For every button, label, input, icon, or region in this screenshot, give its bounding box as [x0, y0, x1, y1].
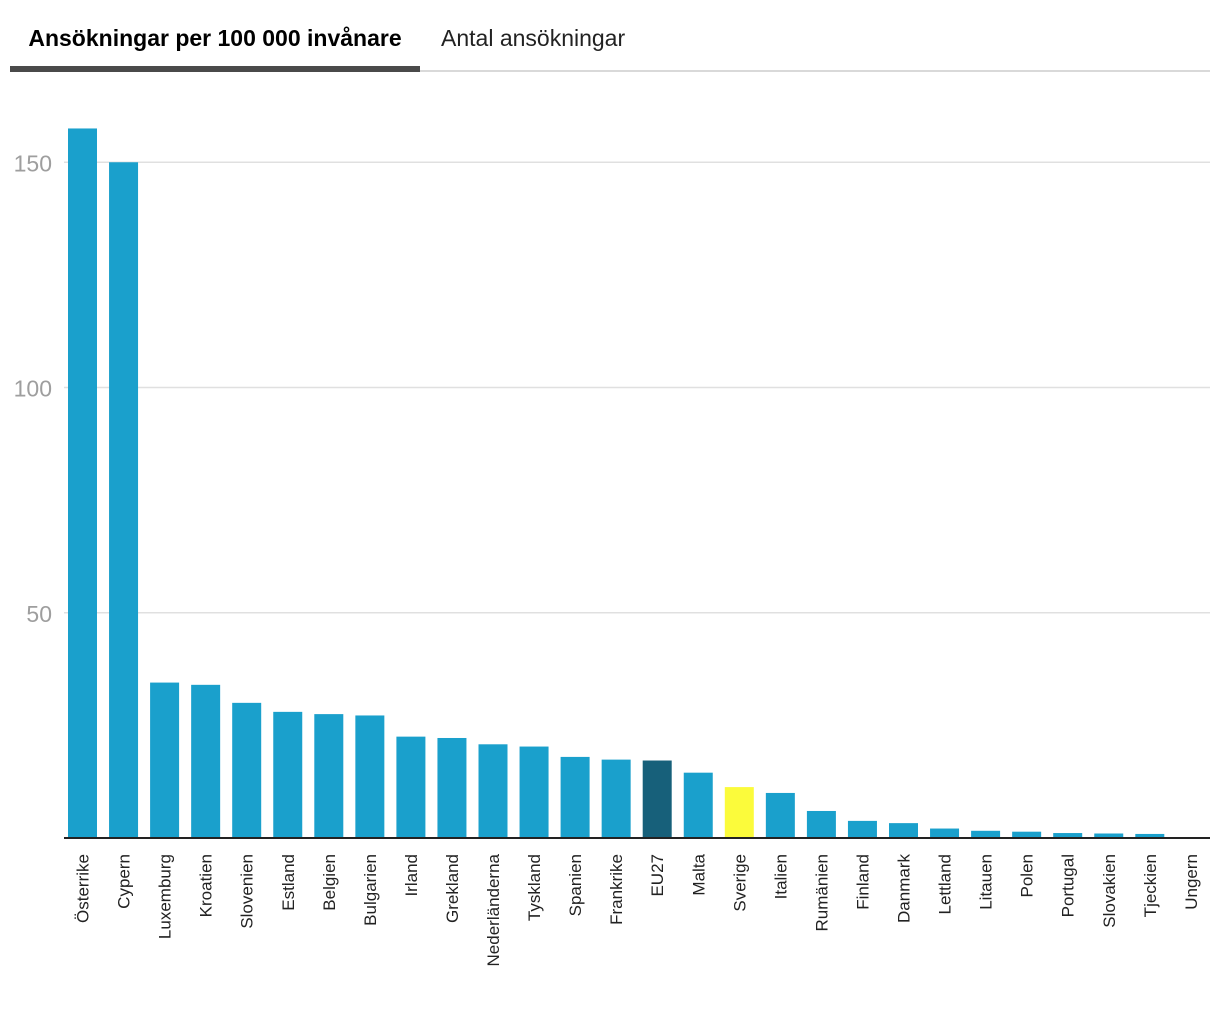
- x-tick-label: Cypern: [115, 854, 134, 909]
- y-tick-label: 50: [26, 601, 52, 627]
- x-tick-label: Lettland: [936, 854, 955, 915]
- bar-nederländerna[interactable]: [478, 744, 508, 838]
- x-tick-label: Polen: [1018, 854, 1037, 897]
- bar-belgien[interactable]: [314, 714, 344, 838]
- y-axis-ticks: 50 100 150: [14, 150, 52, 627]
- bar-slovakien[interactable]: [1094, 833, 1124, 838]
- bar-lettland[interactable]: [930, 828, 960, 838]
- y-tick-label: 150: [14, 150, 52, 176]
- bar-bulgarien[interactable]: [355, 715, 385, 838]
- bar-rumänien[interactable]: [806, 810, 836, 838]
- bar-sverige[interactable]: [724, 787, 754, 838]
- x-tick-label: EU27: [648, 854, 667, 897]
- x-tick-label: Ungern: [1182, 854, 1201, 910]
- x-tick-label: Bulgarien: [361, 854, 380, 926]
- bar-slovenien[interactable]: [232, 702, 262, 838]
- x-tick-label: Grekland: [443, 854, 462, 923]
- tab-bar: Ansökningar per 100 000 invånare Antal a…: [10, 0, 1210, 72]
- x-tick-label: Tyskland: [525, 854, 544, 921]
- tab-per-capita[interactable]: Ansökningar per 100 000 invånare: [10, 0, 420, 72]
- x-tick-label: Luxemburg: [156, 854, 175, 939]
- bar-litauen[interactable]: [971, 830, 1001, 838]
- x-tick-label: Finland: [853, 854, 872, 910]
- tab-total-applications[interactable]: Antal ansökningar: [441, 25, 626, 51]
- x-tick-label: Slovenien: [238, 854, 257, 929]
- x-tick-label: Litauen: [977, 854, 996, 910]
- bar-chart: 50 100 150 Österrike Cypern Luxemburg Kroatie…: [14, 128, 1210, 966]
- bar-österrike[interactable]: [68, 128, 97, 838]
- x-tick-label: Spanien: [566, 854, 585, 916]
- x-tick-label: Belgien: [320, 854, 339, 911]
- bar-cypern[interactable]: [109, 162, 139, 838]
- bar-polen[interactable]: [1012, 831, 1042, 838]
- x-tick-label: Irland: [402, 854, 421, 897]
- x-tick-label: Kroatien: [197, 854, 216, 917]
- bar-estland[interactable]: [273, 711, 303, 838]
- bar-irland[interactable]: [396, 736, 426, 838]
- x-tick-label: Tjeckien: [1141, 854, 1160, 917]
- x-tick-label: Nederländerna: [484, 853, 503, 966]
- bar-luxemburg[interactable]: [150, 682, 180, 838]
- x-tick-label: Rumänien: [812, 854, 831, 932]
- bar-italien[interactable]: [765, 792, 795, 838]
- x-tick-label: Estland: [279, 854, 298, 911]
- bar-tyskland[interactable]: [519, 746, 549, 838]
- bar-finland[interactable]: [847, 820, 877, 838]
- x-axis-labels: Österrike Cypern Luxemburg Kroatien Slovenie…: [74, 853, 1201, 966]
- bar-spanien[interactable]: [560, 756, 590, 838]
- x-tick-label: Frankrike: [607, 854, 626, 925]
- bar-danmark[interactable]: [889, 823, 918, 838]
- bar-portugal[interactable]: [1053, 833, 1083, 838]
- bar-frankrike[interactable]: [601, 759, 631, 838]
- x-tick-label: Malta: [689, 853, 708, 895]
- bar-grekland[interactable]: [437, 737, 467, 838]
- y-tick-label: 100: [14, 376, 52, 402]
- bar-malta[interactable]: [683, 772, 713, 838]
- x-tick-label: Österrike: [74, 854, 93, 923]
- x-tick-label: Slovakien: [1100, 854, 1119, 928]
- x-tick-label: Portugal: [1059, 854, 1078, 917]
- x-tick-label: Danmark: [895, 854, 914, 923]
- x-tick-label: Sverige: [730, 854, 749, 912]
- bar-kroatien[interactable]: [191, 684, 221, 838]
- bar-tjeckien[interactable]: [1135, 833, 1165, 838]
- bar-eu27[interactable]: [642, 760, 672, 838]
- bars: [68, 128, 1165, 838]
- x-tick-label: Italien: [771, 854, 790, 899]
- gridlines: [64, 161, 1210, 614]
